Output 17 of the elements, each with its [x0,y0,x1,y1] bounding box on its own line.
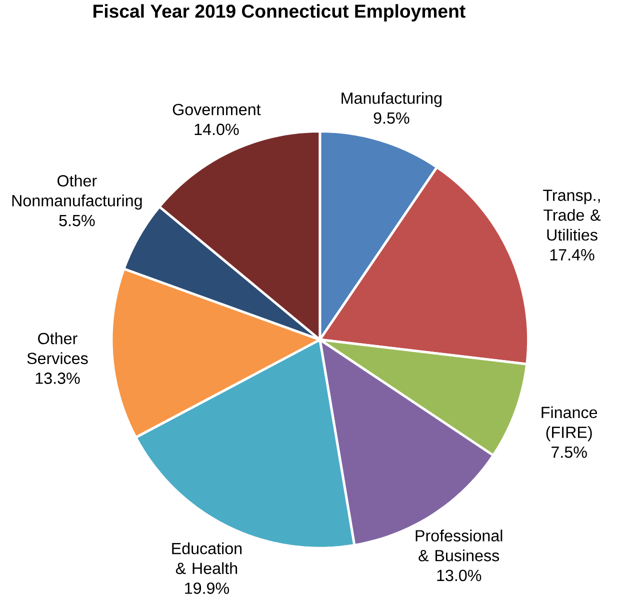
slice-label: Transp., Trade & Utilities [543,190,601,240]
data-label: 13.0% [437,570,482,581]
slice-label: Professional & Business [416,529,502,562]
slice-label: Government [172,104,261,116]
data-label: 9.5% [374,112,410,124]
slice-label: Finance (FIRE) [542,406,598,442]
data-label: 19.9% [185,582,230,594]
slice-label: Other Services [27,332,88,364]
data-label: 13.3% [36,372,80,384]
slice-label: Education & Health [172,542,242,574]
slice-label: Manufacturing [342,92,442,107]
data-label: 5.5% [59,214,95,226]
chart-title: Fiscal Year 2019 Connecticut Employment [94,4,466,22]
data-label: 7.5% [552,446,587,458]
data-label: 14.0% [194,123,239,135]
slice-label: Other Nonmanufacturing [12,174,142,210]
data-label: 17.4% [550,248,594,260]
